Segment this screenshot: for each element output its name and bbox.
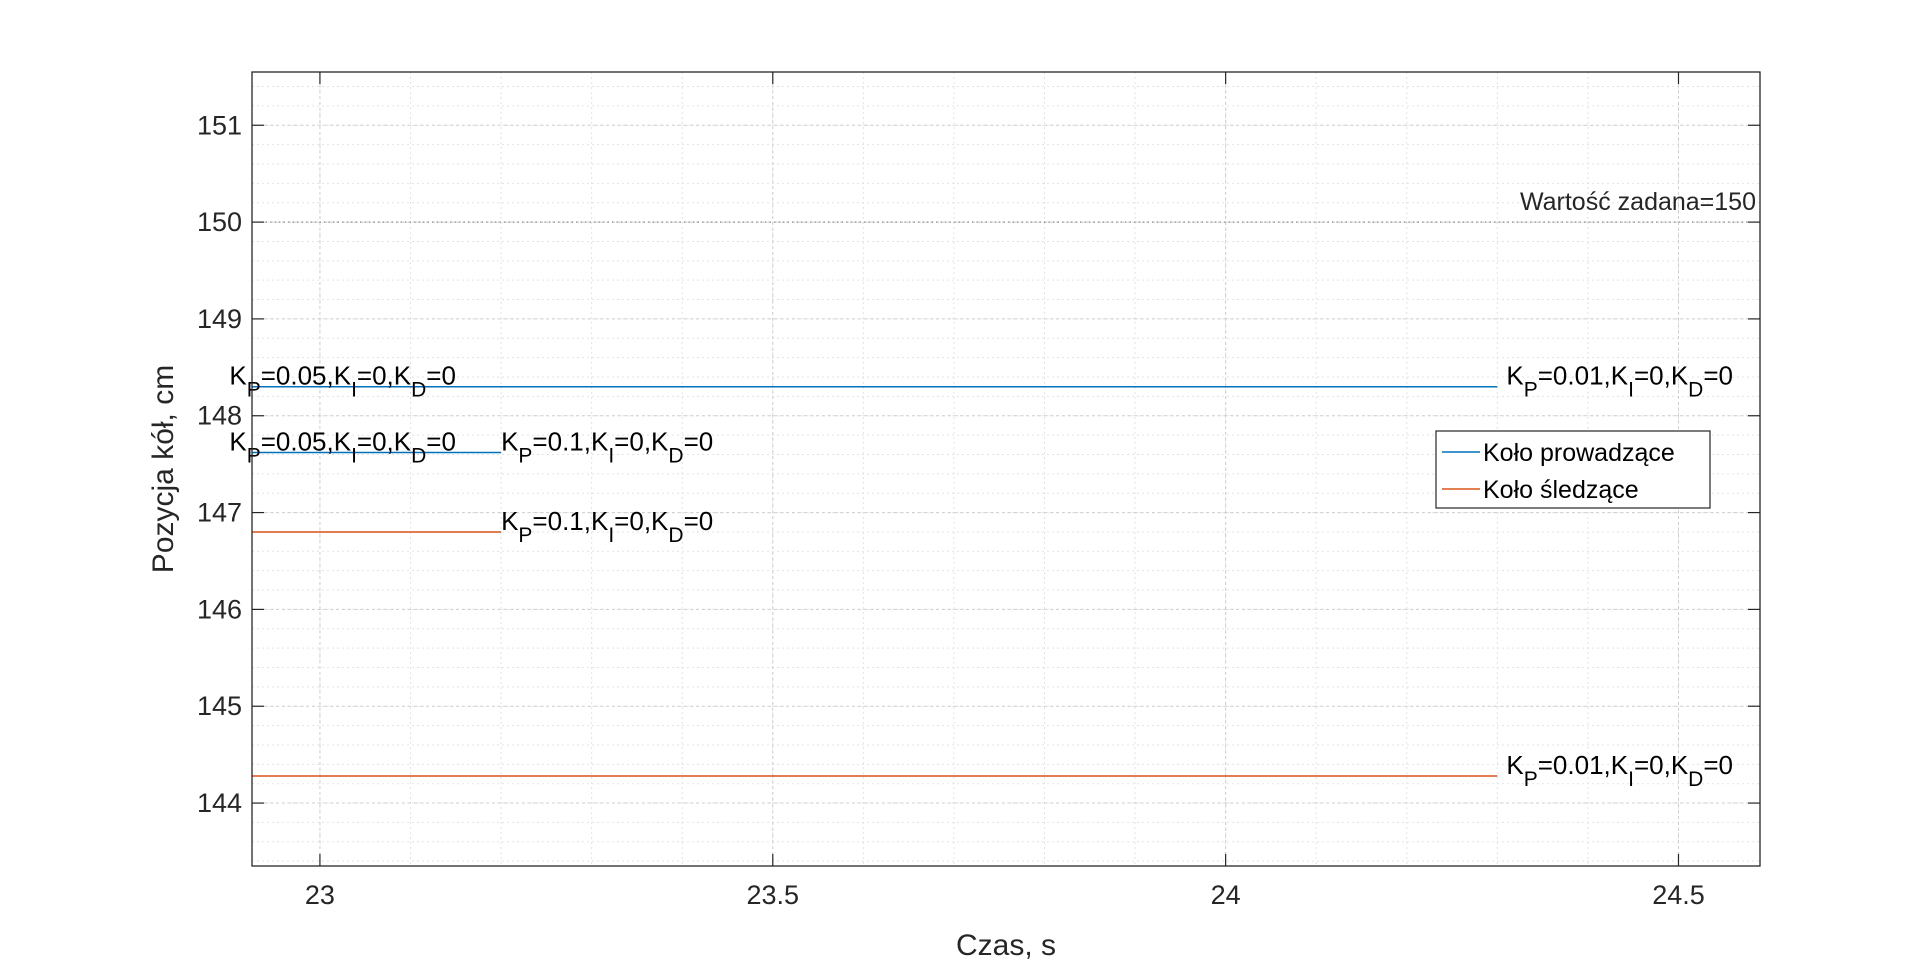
- legend-box: [1435, 430, 1711, 509]
- y-tick-label: 150: [197, 207, 242, 237]
- gain-annotation-0: KP=0.05,KI=0,KD=0: [229, 361, 456, 402]
- legend-label-leading: Koło prowadzące: [1483, 439, 1675, 467]
- annotation-layer: KP=0.05,KI=0,KD=0 KP=0.01,KI=0,KD=0 KP=0.0…: [229, 361, 1733, 791]
- gain-annotation-2: KP=0.05,KI=0,KD=0: [229, 427, 456, 468]
- y-axis-title: Pozycja kół, cm: [147, 365, 180, 573]
- gain-annotation-5: KP=0.01,KI=0,KD=0: [1506, 750, 1733, 791]
- y-tick-label: 149: [197, 304, 242, 334]
- y-tick-label: 147: [197, 498, 242, 528]
- legend: Koło prowadzące Koło śledzące: [1435, 430, 1711, 509]
- y-tick-label: 145: [197, 691, 242, 721]
- gain-annotation-3: KP=0.1,KI=0,KD=0: [501, 427, 713, 468]
- x-axis-title: Czas, s: [956, 929, 1056, 962]
- x-tick-label: 23.5: [746, 880, 799, 910]
- y-tick-label: 151: [197, 110, 242, 140]
- x-tick-label: 23: [305, 880, 335, 910]
- y-tick-label: 146: [197, 594, 242, 624]
- x-tick-label: 24.5: [1652, 880, 1705, 910]
- y-tick-label: 148: [197, 401, 242, 431]
- legend-label-following: Koło śledzące: [1483, 476, 1639, 504]
- ticks-layer: 23 23.5 24 24.5 144 145 146 147 148 149 150 151: [197, 72, 1760, 910]
- x-tick-label: 24: [1211, 880, 1241, 910]
- setpoint-label: Wartość zadana=150: [1520, 188, 1756, 216]
- gain-annotation-1: KP=0.01,KI=0,KD=0: [1506, 361, 1733, 402]
- plot-frame: [251, 71, 1761, 867]
- series-layer: Wartość zadana=150: [252, 188, 1760, 777]
- y-tick-label: 144: [197, 788, 242, 818]
- gain-annotation-4: KP=0.1,KI=0,KD=0: [501, 506, 713, 547]
